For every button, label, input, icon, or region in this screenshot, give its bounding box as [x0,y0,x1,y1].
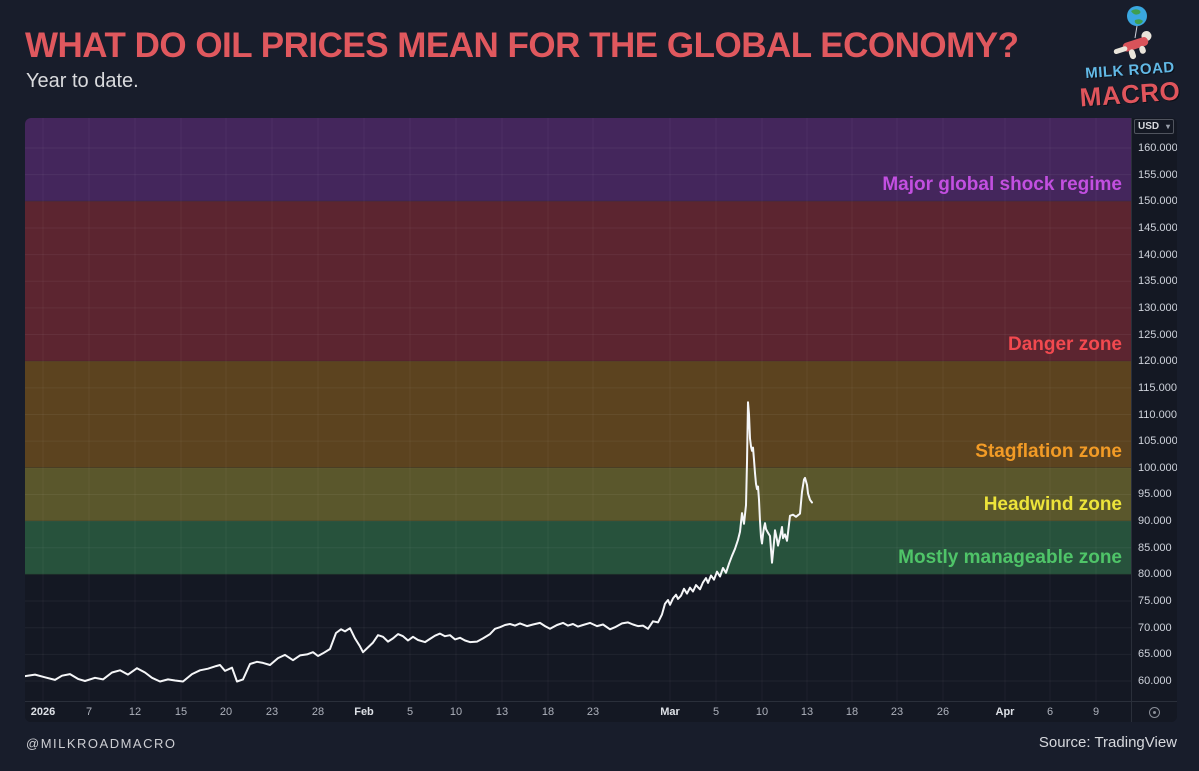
time-tick-10: 10 [449,706,463,718]
price-tick-135: 135.000 [1138,275,1177,288]
time-tick-6: 6 [1046,706,1054,718]
price-tick-155: 155.000 [1138,168,1177,181]
time-tick-18: 18 [845,706,859,718]
source-credit: Source: TradingView [1038,734,1177,751]
time-tick-10: 10 [755,706,769,718]
time-tick-20: 20 [219,706,233,718]
price-tick-140: 140.000 [1138,248,1177,261]
time-tick-apr: Apr [995,706,1015,718]
axis-corner [1131,701,1177,722]
social-handle: @MILKROADMACRO [26,736,177,751]
time-tick-12: 12 [128,706,142,718]
price-tick-60: 60.000 [1138,675,1172,687]
price-tick-65: 65.000 [1138,648,1172,661]
zone-mostly-manageable-zone [25,521,1131,575]
chevron-down-icon: ▾ [1165,121,1170,131]
price-tick-130: 130.000 [1138,301,1177,314]
price-tick-125: 125.000 [1138,328,1177,341]
time-tick-13: 13 [495,706,509,718]
time-tick-mar: Mar [660,706,680,718]
time-tick-15: 15 [174,706,188,718]
price-tick-95: 95.000 [1138,488,1172,501]
time-axis[interactable]: 2026 7 12 15 20 23 28 Feb 5 10 13 18 23 Mar 5 10 13 18 23 2… [25,701,1131,722]
price-tick-110: 110.000 [1138,408,1177,421]
chart-canvas[interactable] [25,118,1131,701]
time-tick-26: 26 [936,706,950,718]
milk-road-macro-logo: MILK ROAD MACRO [1075,4,1185,114]
time-tick-7: 7 [85,706,93,718]
price-tick-150: 150.000 [1138,195,1177,208]
time-tick-23: 23 [265,706,279,718]
time-tick-18: 18 [541,706,555,718]
price-tick-70: 70.000 [1138,621,1172,634]
time-tick-23: 23 [586,706,600,718]
time-tick-9: 9 [1092,706,1100,718]
price-tick-115: 115.000 [1138,381,1177,394]
price-tick-105: 105.000 [1138,435,1177,448]
price-line [25,401,813,683]
zone-stagflation-zone [25,361,1131,468]
price-tick-80: 80.000 [1138,568,1172,581]
currency-label: USD [1138,121,1160,132]
price-tick-90: 90.000 [1138,515,1172,528]
time-tick-13: 13 [800,706,814,718]
price-tick-120: 120.000 [1138,355,1177,368]
time-tick-5: 5 [406,706,414,718]
price-tick-100: 100.000 [1138,461,1177,474]
globe-balloon-icon [1113,6,1152,60]
zone-danger-zone [25,201,1131,362]
time-tick-5: 5 [712,706,720,718]
price-tick-85: 85.000 [1138,541,1172,554]
time-tick-feb: Feb [354,706,374,718]
price-chart: Major global shock regime Danger zone Stag… [25,118,1177,722]
price-tick-75: 75.000 [1138,595,1172,608]
currency-selector[interactable]: USD ▾ [1134,119,1174,134]
brand-macro: MACRO [1078,75,1182,113]
zone-headwind-zone [25,467,1131,522]
chart-plot-area[interactable]: Major global shock regime Danger zone Stag… [25,118,1131,701]
scroll-to-realtime-icon[interactable] [1149,706,1160,718]
time-tick-23: 23 [890,706,904,718]
time-tick-2026: 2026 [30,706,56,718]
page-title: WHAT DO OIL PRICES MEAN FOR THE GLOBAL E… [25,26,1019,65]
page-subtitle: Year to date. [26,70,139,92]
price-tick-145: 145.000 [1138,221,1177,234]
price-tick-160: 160.000 [1138,142,1177,154]
zone-major-global-shock-regime [25,118,1131,202]
time-tick-28: 28 [311,706,325,718]
price-axis[interactable]: USD ▾ 160.000 155.000 150.000 145.000 140.00… [1131,118,1177,701]
